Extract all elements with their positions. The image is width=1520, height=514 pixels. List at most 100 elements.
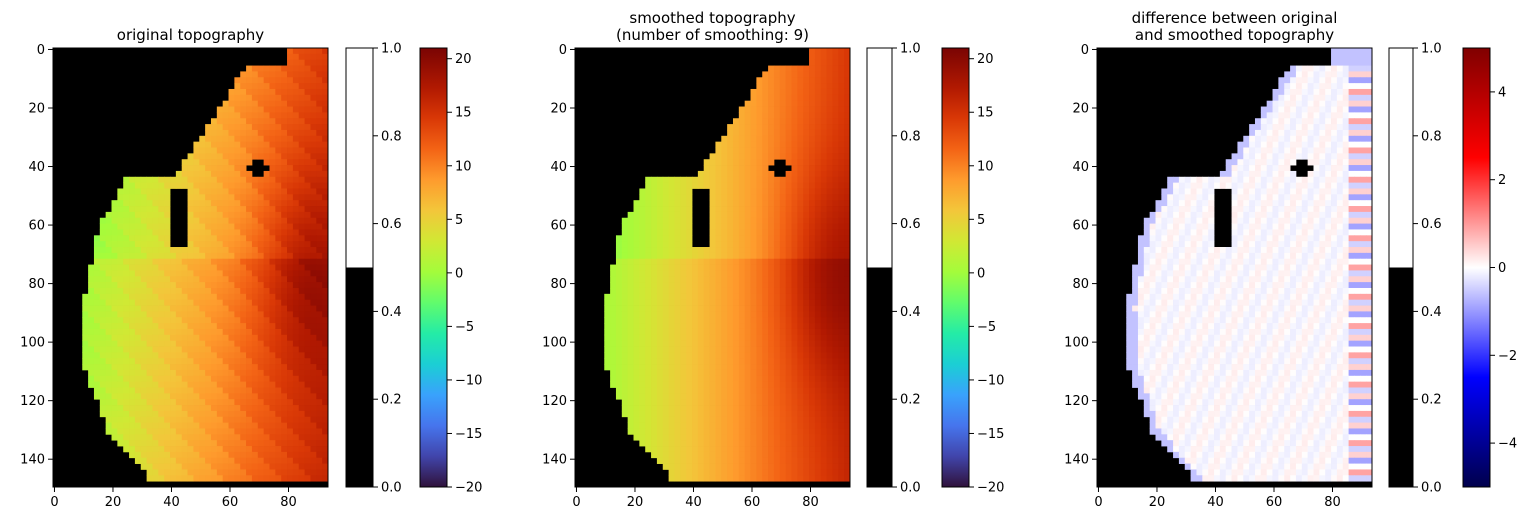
heatmap-cell — [820, 124, 827, 131]
heatmap-cell — [703, 422, 710, 429]
heatmap-cell — [228, 217, 235, 224]
colorbar-tick-label: 0 — [977, 266, 985, 281]
heatmap-cell — [158, 229, 165, 236]
heatmap-cell — [228, 176, 235, 184]
heatmap-cell — [228, 358, 235, 365]
heatmap-cell — [269, 264, 276, 271]
heatmap-cell — [123, 358, 130, 365]
heatmap-cell — [240, 434, 247, 441]
heatmap-cell — [621, 334, 629, 342]
heatmap-cell — [170, 247, 177, 254]
heatmap-cell — [621, 323, 629, 330]
heatmap-cell — [709, 258, 716, 265]
heatmap-cell — [228, 118, 235, 125]
heatmap-cell — [826, 440, 833, 447]
heatmap-cell — [275, 65, 282, 72]
heatmap-cell — [298, 188, 305, 195]
heatmap-cell — [756, 293, 763, 301]
heatmap-cell — [158, 340, 165, 347]
heatmap-cell — [181, 170, 188, 178]
heatmap-cell — [768, 369, 775, 377]
heatmap-cell — [240, 346, 247, 353]
heatmap-cell — [697, 446, 705, 453]
heatmap-cell — [88, 381, 95, 388]
heatmap-cell — [181, 364, 188, 371]
heatmap-cell — [281, 463, 288, 470]
heatmap-cell — [304, 135, 311, 143]
heatmap-cell — [88, 323, 95, 330]
heatmap-cell — [844, 65, 850, 72]
heatmap-cell — [263, 305, 270, 312]
heatmap-cell — [773, 311, 781, 318]
heatmap-cell — [645, 340, 652, 347]
heatmap-cell — [164, 188, 171, 195]
heatmap-cell — [210, 340, 218, 347]
heatmap-cell — [129, 194, 136, 201]
heatmap-cell — [205, 334, 212, 342]
heatmap-cell — [287, 182, 294, 189]
heatmap-cell — [803, 299, 810, 306]
heatmap-cell — [1301, 83, 1309, 90]
heatmap-cell — [257, 475, 265, 482]
colorbar-tick-label: −15 — [455, 427, 482, 442]
heatmap-cell — [316, 358, 323, 365]
heatmap-cell — [111, 422, 118, 429]
heatmap-cell — [111, 264, 118, 271]
heatmap-cell — [146, 200, 153, 207]
heatmap-cell — [111, 416, 118, 424]
heatmap-cell — [93, 235, 101, 242]
heatmap-cell — [627, 287, 634, 295]
heatmap-cell — [240, 94, 247, 102]
heatmap-cell — [146, 446, 153, 453]
heatmap-cell — [732, 340, 740, 347]
heatmap-cell — [627, 264, 634, 271]
heatmap-cell — [803, 252, 810, 260]
heatmap-cell — [750, 147, 757, 154]
heatmap-cell — [310, 317, 317, 324]
heatmap-cell — [645, 369, 652, 377]
heatmap-cell — [210, 317, 218, 324]
heatmap-cell — [832, 235, 839, 242]
heatmap-cell — [93, 311, 101, 318]
heatmap-cell — [234, 252, 241, 260]
heatmap-cell — [158, 276, 165, 283]
heatmap-cell — [662, 176, 670, 184]
heatmap-cell — [111, 276, 118, 283]
heatmap-cell — [228, 440, 235, 447]
heatmap-cell — [222, 422, 229, 429]
heatmap-cell — [257, 200, 265, 207]
heatmap-cell — [744, 124, 751, 131]
heatmap-cell — [715, 410, 722, 418]
heatmap-cell — [234, 247, 241, 254]
heatmap-cell — [791, 270, 798, 277]
heatmap-cell — [844, 282, 850, 289]
heatmap-cell — [668, 235, 675, 242]
heatmap-cell — [797, 369, 804, 377]
heatmap-cell — [615, 334, 623, 342]
heatmap-cell — [263, 211, 270, 219]
heatmap-cell — [310, 159, 317, 166]
heatmap-cell — [251, 422, 259, 429]
x-tick-label: 40 — [163, 495, 180, 510]
heatmap-cell — [756, 188, 763, 195]
heatmap-cell — [152, 252, 159, 260]
heatmap-cell — [246, 252, 253, 260]
heatmap-cell — [627, 323, 634, 330]
heatmap-cell — [251, 235, 259, 242]
heatmap-cell — [193, 159, 200, 166]
heatmap-cell — [304, 311, 311, 318]
heatmap-cell — [316, 282, 323, 289]
heatmap-cell — [686, 387, 693, 394]
heatmap-cell — [170, 340, 177, 347]
heatmap-cell — [797, 434, 804, 441]
heatmap-cell — [216, 393, 224, 400]
heatmap-cell — [164, 311, 171, 318]
heatmap-cell — [615, 282, 623, 289]
heatmap-cell — [814, 352, 822, 359]
heatmap-cell — [756, 264, 763, 271]
heatmap-cell — [152, 200, 159, 207]
heatmap-cell — [222, 194, 229, 201]
heatmap-cell — [639, 206, 646, 213]
heatmap-cell — [680, 317, 687, 324]
heatmap-cell — [111, 334, 118, 342]
